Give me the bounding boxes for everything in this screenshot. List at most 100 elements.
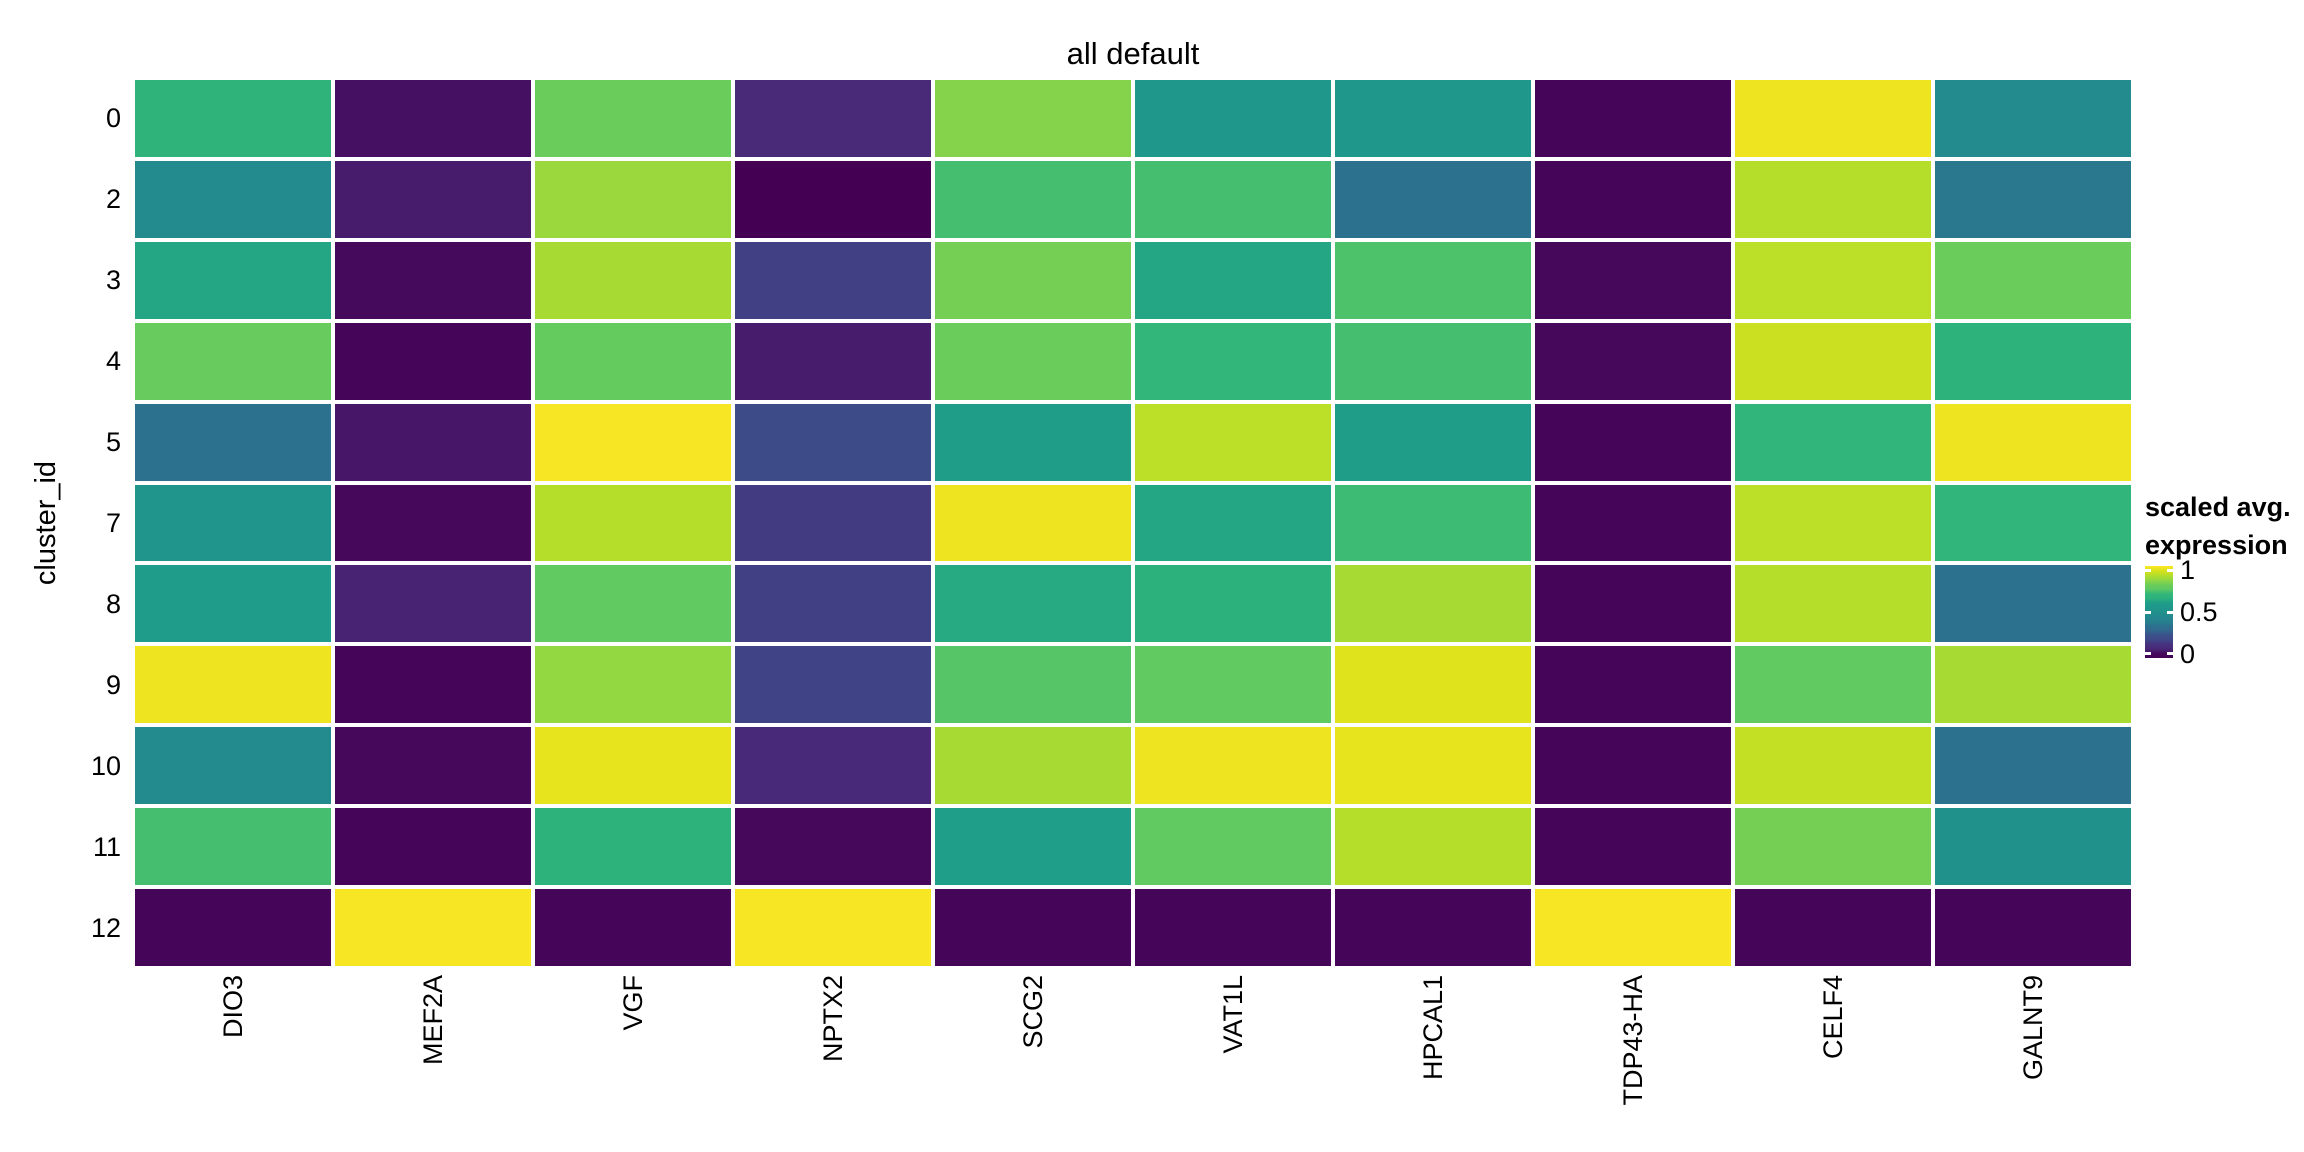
legend-tick-mark	[2167, 652, 2173, 656]
heatmap-cell	[1335, 241, 1531, 319]
heatmap-cell	[1535, 241, 1731, 319]
y-tick-label: 10	[90, 750, 121, 781]
heatmap-cell	[335, 484, 531, 562]
x-tick-label: DIO3	[218, 975, 248, 1039]
heatmap-cell	[535, 80, 731, 157]
heatmap-cell	[1135, 565, 1331, 643]
heatmap-cell	[535, 322, 731, 400]
heatmap-cell	[535, 241, 731, 319]
heatmap-cell	[935, 160, 1131, 238]
heatmap-cell	[735, 808, 931, 886]
heatmap-cell	[335, 241, 531, 319]
legend-title-line-1: scaled avg.	[2145, 492, 2291, 522]
x-tick-label: MEF2A	[418, 975, 448, 1066]
heatmap-cell	[335, 565, 531, 643]
heatmap-cell	[735, 160, 931, 238]
x-tick-label: VAT1L	[1218, 975, 1248, 1054]
heatmap-grid	[135, 80, 2131, 966]
legend-tick-label: 0	[2180, 638, 2196, 669]
heatmap-cell	[1535, 403, 1731, 481]
heatmap-cell	[1935, 808, 2131, 886]
heatmap-cell	[935, 565, 1131, 643]
heatmap-cell	[1535, 565, 1731, 643]
heatmap-cell	[1335, 727, 1531, 805]
heatmap-cell	[1935, 403, 2131, 481]
heatmap-cell	[1335, 889, 1531, 966]
heatmap-cell	[1735, 808, 1931, 886]
heatmap-cell	[1135, 241, 1331, 319]
legend-tick-mark	[2167, 610, 2173, 614]
heatmap-cell	[935, 80, 1131, 157]
heatmap-cell	[1535, 808, 1731, 886]
y-tick-label: 12	[90, 912, 121, 943]
heatmap-cell	[1535, 80, 1731, 157]
heatmap-cell	[735, 80, 931, 157]
legend-title-line-2: expression	[2145, 530, 2288, 560]
heatmap-cell	[735, 241, 931, 319]
heatmap-cell	[1135, 322, 1331, 400]
heatmap-cell	[1335, 160, 1531, 238]
heatmap-cell	[1935, 80, 2131, 157]
heatmap-cell	[135, 241, 331, 319]
heatmap-cell	[1335, 484, 1531, 562]
heatmap-cell	[735, 565, 931, 643]
y-tick-label: 3	[105, 265, 121, 296]
legend-tick-mark	[2145, 568, 2151, 572]
heatmap-cell	[1735, 241, 1931, 319]
x-tick-label: NPTX2	[818, 975, 848, 1063]
heatmap-cell	[735, 484, 931, 562]
heatmap-cell	[535, 646, 731, 724]
heatmap-cell	[135, 484, 331, 562]
heatmap-cell	[935, 646, 1131, 724]
heatmap-cell	[735, 727, 931, 805]
heatmap-cell	[1135, 808, 1331, 886]
heatmap-cell	[1935, 322, 2131, 400]
heatmap-cell	[135, 322, 331, 400]
heatmap-cell	[735, 889, 931, 966]
heatmap-cell	[1935, 889, 2131, 966]
heatmap-cell	[1135, 646, 1331, 724]
heatmap-cell	[1735, 646, 1931, 724]
heatmap-cell	[735, 403, 931, 481]
y-tick-label: 0	[105, 103, 121, 134]
heatmap-cell	[1735, 403, 1931, 481]
heatmap-cell	[1335, 403, 1531, 481]
heatmap-cell	[335, 160, 531, 238]
heatmap-cell	[1735, 565, 1931, 643]
legend-tick-mark	[2167, 568, 2173, 572]
heatmap-cell	[335, 727, 531, 805]
heatmap-cell	[1935, 565, 2131, 643]
legend-colorbar	[2145, 566, 2173, 658]
heatmap-cell	[935, 403, 1131, 481]
heatmap-cell	[335, 889, 531, 966]
heatmap-cell	[935, 889, 1131, 966]
heatmap-cell	[735, 646, 931, 724]
heatmap-cell	[335, 403, 531, 481]
y-tick-label: 9	[105, 669, 121, 700]
heatmap-cell	[1535, 646, 1731, 724]
heatmap-cell	[1135, 889, 1331, 966]
legend-tick-mark	[2145, 610, 2151, 614]
heatmap-cell	[1335, 808, 1531, 886]
heatmap-cell	[1135, 403, 1331, 481]
heatmap-cell	[135, 646, 331, 724]
heatmap-cell	[535, 808, 731, 886]
heatmap-cell	[1135, 727, 1331, 805]
heatmap-cell	[535, 403, 731, 481]
y-tick-label: 4	[105, 346, 121, 377]
heatmap-cell	[135, 808, 331, 886]
heatmap-cell	[135, 160, 331, 238]
heatmap-cell	[1935, 160, 2131, 238]
heatmap-cell	[535, 889, 731, 966]
heatmap-cell	[1335, 646, 1531, 724]
x-tick-label: GALNT9	[2018, 975, 2048, 1081]
heatmap-cell	[1535, 160, 1731, 238]
heatmap-cell	[1535, 322, 1731, 400]
heatmap-cell	[1935, 484, 2131, 562]
heatmap-cell	[1735, 484, 1931, 562]
heatmap-cell	[535, 727, 731, 805]
heatmap-cell	[1335, 565, 1531, 643]
x-tick-label: SCG2	[1018, 975, 1048, 1049]
heatmap-cell	[935, 808, 1131, 886]
heatmap-cell	[735, 322, 931, 400]
